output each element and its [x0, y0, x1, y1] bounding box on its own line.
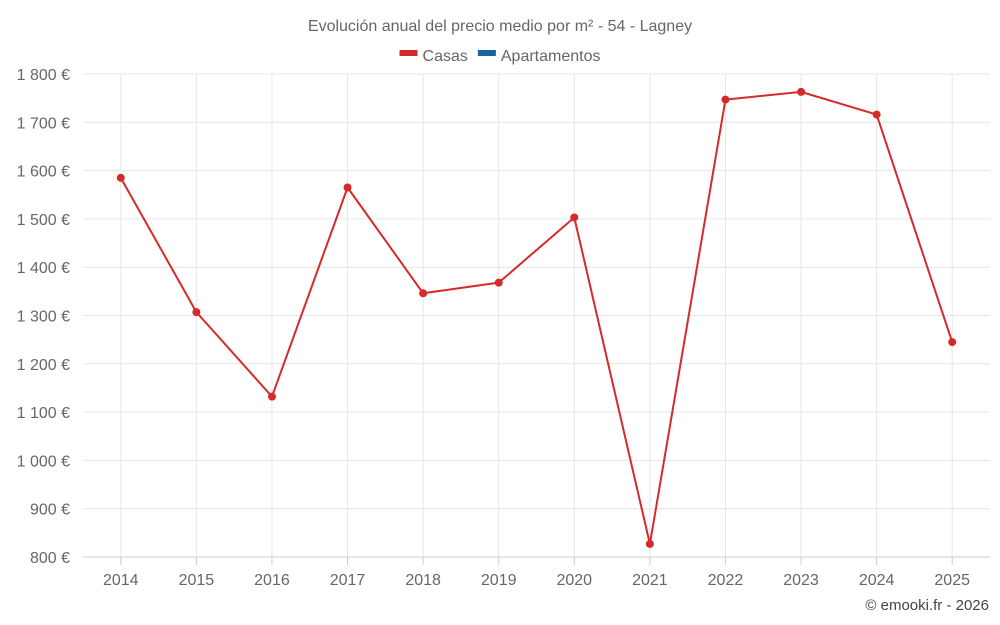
- chart-title: Evolución anual del precio medio por m² …: [308, 18, 692, 35]
- x-tick-label: 2020: [556, 572, 592, 589]
- legend-swatch-apartamentos: [477, 50, 496, 56]
- y-tick-label: 900 €: [30, 502, 70, 519]
- series-line-casas: [119, 90, 954, 545]
- data-point: [797, 87, 806, 96]
- grid: [83, 73, 990, 558]
- data-point: [645, 539, 654, 548]
- data-point: [494, 278, 503, 287]
- x-tick-label: 2024: [859, 572, 895, 589]
- y-tick-label: 1 500 €: [17, 212, 70, 229]
- y-tick-label: 800 €: [30, 550, 70, 567]
- y-tick-label: 1 600 €: [17, 164, 70, 181]
- legend-label-apartamentos: Apartamentos: [501, 48, 601, 65]
- data-point: [948, 338, 957, 347]
- y-tick-label: 1 300 €: [17, 309, 70, 326]
- x-axis: 2014 2015 2016 2017 2018 2019 2020 2021 2022 2023…: [83, 556, 990, 589]
- data-point: [872, 110, 881, 119]
- y-tick-label: 1 700 €: [17, 115, 70, 132]
- y-axis: 800 € 900 € 1 000 € 1 100 € 1 200 € 1 300 € 1 …: [17, 67, 70, 567]
- x-tick-label: 2016: [254, 572, 290, 589]
- x-tick-label: 2021: [632, 572, 668, 589]
- data-point: [192, 308, 201, 317]
- legend-label-casas: Casas: [423, 48, 468, 65]
- y-tick-label: 1 400 €: [17, 260, 70, 277]
- data-point: [721, 95, 730, 104]
- y-tick-label: 1 100 €: [17, 405, 70, 422]
- y-tick-label: 1 000 €: [17, 453, 70, 470]
- y-tick-label: 1 200 €: [17, 357, 70, 374]
- series-layer: [116, 87, 957, 548]
- legend-swatch-casas: [399, 50, 418, 56]
- data-point: [419, 289, 428, 298]
- x-tick-label: 2017: [330, 572, 366, 589]
- x-tick-label: 2014: [103, 572, 139, 589]
- x-tick-label: 2025: [934, 572, 970, 589]
- y-tick-label: 1 800 €: [17, 67, 70, 84]
- legend: Casas Apartamentos: [399, 48, 601, 65]
- x-tick-label: 2022: [708, 572, 744, 589]
- data-point: [267, 392, 276, 401]
- x-tick-label: 2018: [405, 572, 441, 589]
- x-tick-label: 2015: [179, 572, 215, 589]
- x-tick-label: 2023: [783, 572, 819, 589]
- data-point: [116, 173, 125, 182]
- credit-text: © emooki.fr - 2026: [865, 597, 989, 614]
- data-point: [343, 183, 352, 192]
- data-point: [570, 213, 579, 222]
- x-tick-label: 2019: [481, 572, 517, 589]
